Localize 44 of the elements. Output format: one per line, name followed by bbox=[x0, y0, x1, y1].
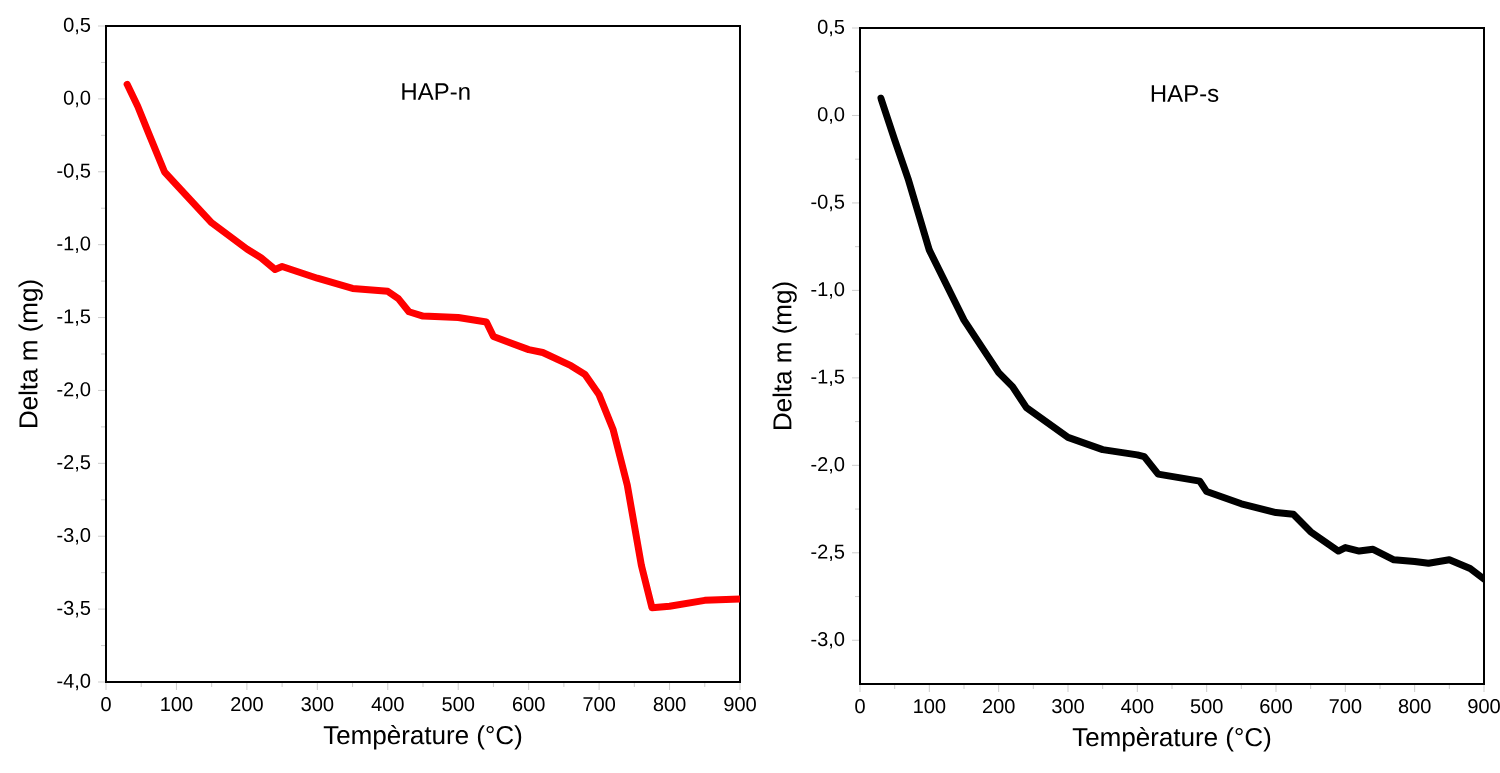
x-axis-title: Tempèrature (°C) bbox=[1072, 726, 1271, 752]
x-tick-label: 500 bbox=[1190, 699, 1223, 714]
x-tick-label: 700 bbox=[1329, 699, 1362, 714]
x-tick-label: 800 bbox=[1398, 699, 1431, 714]
x-tick-label: 600 bbox=[512, 697, 545, 712]
y-tick-label: 0,0 bbox=[63, 90, 91, 108]
x-tick-label: 500 bbox=[442, 697, 475, 712]
y-tick-label: -2,5 bbox=[57, 455, 91, 472]
y-tick-label: -1,0 bbox=[57, 236, 91, 253]
x-tick-label: 900 bbox=[724, 697, 756, 712]
annotation: HAP-s bbox=[1151, 85, 1219, 102]
x-tick-label: 0 bbox=[101, 697, 111, 712]
y-tick-label: -1,5 bbox=[57, 309, 91, 326]
x-tick-label: 100 bbox=[161, 697, 193, 712]
y-tick-label: 0,5 bbox=[817, 19, 845, 37]
y-tick-label: 0,0 bbox=[817, 107, 845, 124]
y-tick-label: -2,0 bbox=[811, 457, 845, 474]
x-tick-label: 400 bbox=[1121, 699, 1154, 714]
x-tick-label: 100 bbox=[914, 699, 946, 714]
x-tick-label: 700 bbox=[583, 697, 616, 712]
y-axis-title: Delta m (mg) bbox=[18, 280, 43, 427]
x-tick-label: 300 bbox=[301, 697, 334, 712]
y-tick-label: -3,0 bbox=[811, 632, 845, 649]
y-tick-label: -4,0 bbox=[57, 673, 91, 691]
y-tick-label: -0,5 bbox=[811, 194, 845, 212]
y-tick-label: -2,5 bbox=[811, 544, 845, 562]
y-axis-title: Delta m (mg) bbox=[772, 282, 797, 429]
x-tick-label: 600 bbox=[1260, 699, 1292, 714]
x-tick-label: 400 bbox=[371, 697, 404, 712]
annotation: HAP-n bbox=[402, 83, 470, 100]
x-tick-label: 800 bbox=[653, 697, 686, 712]
x-tick-label: 900 bbox=[1468, 699, 1500, 714]
y-tick-label: -1,0 bbox=[811, 282, 845, 299]
y-tick-label: -3,5 bbox=[57, 600, 91, 618]
x-tick-label: 200 bbox=[982, 699, 1015, 714]
y-tick-label: -2,0 bbox=[57, 382, 91, 399]
x-axis-title: Tempèrature (°C) bbox=[323, 724, 522, 750]
y-tick-label: -3,0 bbox=[57, 527, 91, 545]
y-tick-label: 0,5 bbox=[63, 17, 91, 35]
x-tick-label: 0 bbox=[855, 699, 865, 714]
y-tick-label: -0,5 bbox=[57, 163, 91, 181]
y-tick-label: -1,5 bbox=[811, 369, 845, 387]
x-tick-label: 300 bbox=[1052, 699, 1084, 714]
x-tick-label: 200 bbox=[231, 697, 263, 712]
